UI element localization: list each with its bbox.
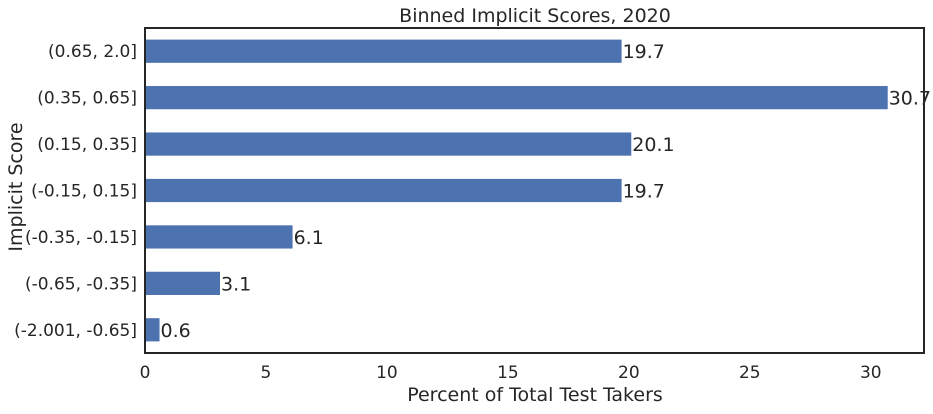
y-tick-label: (0.35, 0.65]: [37, 89, 137, 109]
x-tick-label: 20: [618, 363, 640, 383]
data-label: 19.7: [623, 41, 665, 63]
data-label: 0.6: [161, 320, 191, 342]
bar: [145, 225, 293, 249]
y-tick-label: (-2.001, -0.65]: [14, 321, 137, 341]
bar: [145, 86, 888, 110]
bar: [145, 178, 622, 203]
x-tick-label: 15: [497, 363, 519, 383]
data-label: 6.1: [294, 227, 324, 249]
bar: [145, 132, 632, 156]
bar: [145, 318, 160, 342]
data-labels-layer: 19.7 30.7 20.1 19.7 6.1 3.1 0.6: [161, 41, 932, 342]
x-tick-label: 10: [376, 363, 398, 383]
y-tick-label: (-0.15, 0.15]: [31, 182, 137, 202]
bars-layer: [145, 39, 888, 342]
plot-frame: [144, 27, 925, 354]
data-label: 3.1: [221, 273, 251, 295]
data-label: 20.1: [632, 134, 674, 156]
x-axis-label: Percent of Total Test Takers: [407, 384, 663, 406]
y-tick-label: (-0.35, -0.15]: [25, 228, 137, 248]
x-tick-label: 5: [261, 363, 272, 383]
y-axis-label: Implicit Score: [5, 122, 27, 251]
bar: [145, 39, 622, 63]
chart-title: Binned Implicit Scores, 2020: [399, 5, 671, 27]
x-tick-label: 25: [739, 363, 761, 383]
data-label: 19.7: [623, 181, 665, 203]
x-tick-label: 0: [140, 363, 151, 383]
y-tick-label: (-0.65, -0.35]: [25, 274, 137, 294]
y-tick-labels: (0.65, 2.0] (0.35, 0.65] (0.15, 0.35] (-0.1…: [14, 42, 137, 341]
x-tick-labels: 0 5 10 15 20 25 30: [140, 363, 882, 383]
x-tick-label: 30: [860, 363, 882, 383]
y-tick-label: (0.65, 2.0]: [48, 42, 137, 62]
bar: [145, 271, 220, 295]
data-label: 30.7: [889, 88, 931, 110]
y-tick-label: (0.15, 0.35]: [37, 135, 137, 155]
